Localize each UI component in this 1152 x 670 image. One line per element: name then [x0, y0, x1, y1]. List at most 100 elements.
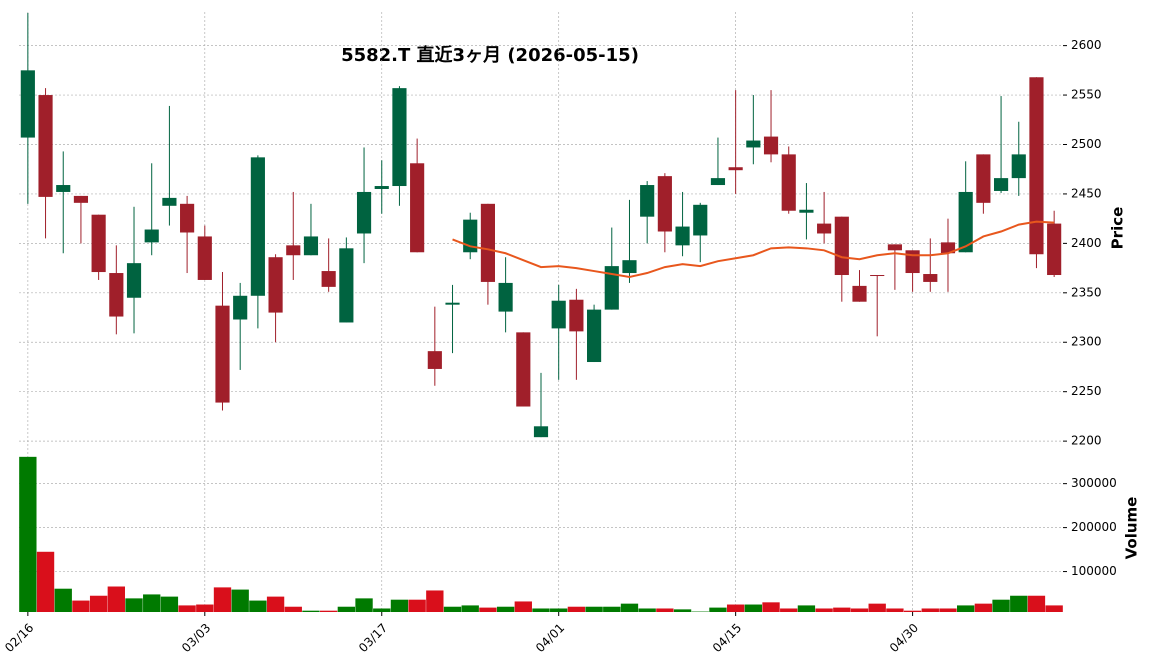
candle-body [392, 88, 407, 187]
candle-body [675, 226, 690, 246]
candle-body [763, 136, 779, 155]
x-tick-label: 03/17 [356, 621, 390, 655]
volume-bar [726, 604, 745, 612]
candle-body [781, 154, 796, 211]
volume-bar [868, 603, 886, 612]
volume-bar [550, 608, 568, 612]
volume-bar [479, 607, 497, 612]
x-tick-label: 04/15 [710, 621, 744, 655]
candle-body [852, 285, 867, 302]
volume-bar [780, 608, 798, 612]
volume-bar [319, 610, 338, 612]
candle-body [993, 178, 1009, 191]
volume-bar [36, 551, 55, 612]
volume-bar [620, 603, 639, 612]
candle-body [976, 154, 991, 203]
volume-bar [337, 606, 356, 612]
volume-bar [1045, 605, 1063, 612]
candle-body [710, 178, 726, 186]
y-tick-label: 2400 [1071, 236, 1102, 250]
y-tick-label: 2600 [1071, 38, 1102, 52]
candle-body [887, 244, 902, 251]
moving-average-line [452, 220, 1055, 279]
volume-bar [72, 600, 90, 612]
volume-bar [213, 587, 232, 612]
volume-bar [19, 456, 37, 612]
volume-bar [125, 598, 143, 612]
volume-bar [709, 607, 727, 612]
candle-body [728, 167, 743, 171]
volume-bar [567, 606, 586, 612]
candle-body [923, 274, 938, 282]
x-tick-label: 02/16 [2, 621, 36, 655]
candle-body [197, 236, 212, 280]
volume-bar [355, 598, 373, 612]
volume-bar [143, 594, 161, 612]
candle-body [268, 257, 283, 313]
volume-bar [89, 595, 108, 612]
volume-bar [284, 606, 302, 612]
candle-body [374, 186, 389, 189]
y-tick-label: 100000 [1071, 564, 1117, 578]
candle-body [480, 203, 495, 282]
y-tick-label: 2350 [1071, 285, 1102, 299]
candle-body [870, 275, 885, 277]
volume-bar [833, 607, 851, 612]
candle-body [746, 140, 761, 148]
y-tick-label: 2250 [1071, 384, 1102, 398]
candle-body [356, 191, 372, 234]
volume-bar [408, 599, 426, 612]
candle-body [604, 266, 619, 310]
candle-body [410, 163, 425, 253]
candle-body [215, 305, 230, 403]
volume-bar [974, 603, 993, 612]
candle-body [640, 185, 655, 217]
candle-body [551, 300, 566, 329]
candle-body [38, 95, 53, 197]
volume-bar [373, 608, 391, 612]
candle-body [303, 236, 319, 256]
candle-body [91, 214, 106, 273]
candle-body [498, 282, 513, 312]
volume-bar [797, 605, 816, 612]
candle-body [109, 273, 124, 317]
volume-bar [992, 599, 1010, 612]
volume-bar [921, 608, 939, 612]
candle-body [1029, 77, 1044, 255]
chart-title: 5582.T 直近3ヶ月 (2026-05-15) [341, 44, 639, 66]
candle-body [622, 260, 637, 274]
y-tick-label: 2300 [1071, 335, 1102, 349]
candle-body [799, 209, 814, 213]
candle-body [693, 204, 708, 236]
candle-body [180, 203, 195, 233]
volume-bar [939, 608, 957, 612]
x-tick-label: 03/03 [179, 621, 213, 655]
volume-bar [54, 588, 72, 612]
y-tick-label: 200000 [1071, 520, 1117, 534]
volume-bar [532, 608, 550, 612]
volume-bar [673, 609, 692, 612]
candle-body [817, 223, 832, 234]
candle-body [339, 248, 354, 323]
volume-bar [443, 606, 462, 612]
candle-body [427, 351, 442, 369]
candle-body [657, 176, 672, 232]
volume-bar [266, 596, 285, 612]
candle-body [587, 309, 602, 363]
price-axis-label: Price [1109, 207, 1127, 250]
candle-body [1011, 154, 1026, 179]
candle-body [144, 229, 159, 243]
volume-bar [957, 605, 975, 612]
volume-bar [426, 590, 444, 612]
volume-bar [1010, 595, 1028, 612]
volume-bar [107, 586, 125, 612]
volume-bar [656, 608, 674, 612]
y-tick-label: 2500 [1071, 137, 1102, 151]
volume-bar [585, 606, 603, 612]
volume-bar [903, 610, 922, 612]
y-tick-label: 300000 [1071, 476, 1117, 490]
y-tick-label: 2550 [1071, 88, 1102, 102]
volume-bar [302, 610, 320, 612]
volume-bar [603, 606, 621, 612]
